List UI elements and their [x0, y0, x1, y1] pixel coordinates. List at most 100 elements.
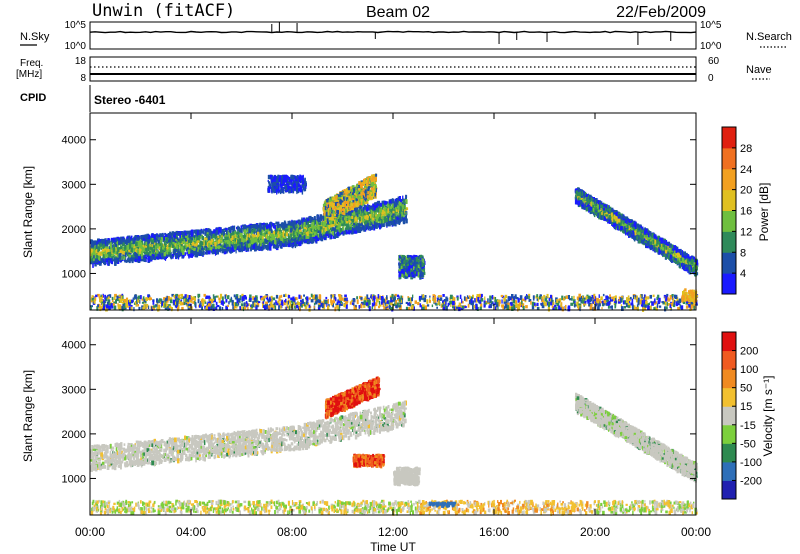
- nave-label: Nave: [746, 64, 772, 76]
- heatmap-cell: [360, 208, 362, 212]
- heatmap-cell: [228, 247, 230, 251]
- heatmap-cell: [404, 204, 406, 209]
- heatmap-cell: [337, 231, 339, 237]
- heatmap-cell: [118, 254, 121, 260]
- heatmap-cell: [115, 245, 117, 250]
- heatmap-cell: [289, 239, 292, 242]
- heatmap-cell: [338, 227, 341, 232]
- heatmap-cell: [193, 250, 196, 255]
- heatmap-cell: [358, 213, 361, 217]
- heatmap-cell: [176, 237, 179, 241]
- heatmap-cell: [359, 182, 363, 188]
- heatmap-cell: [241, 237, 243, 242]
- heatmap-cell: [125, 250, 128, 255]
- heatmap-cell: [394, 219, 398, 224]
- heatmap-cell: [143, 243, 147, 246]
- heatmap-cell: [135, 248, 138, 251]
- heatmap-cell: [400, 211, 403, 216]
- heatmap-cell: [353, 226, 357, 231]
- heatmap-cell: [260, 245, 263, 249]
- heatmap-cell: [288, 240, 291, 243]
- heatmap-cell: [401, 202, 404, 206]
- heatmap-cell: [341, 220, 344, 224]
- heatmap-cell: [170, 240, 173, 245]
- heatmap-cell: [291, 219, 293, 223]
- heatmap-cell: [137, 256, 141, 261]
- heatmap-cell: [402, 204, 404, 209]
- heatmap-cell: [119, 247, 121, 252]
- heatmap-cell: [110, 258, 112, 263]
- heatmap-cell: [301, 232, 303, 235]
- heatmap-cell: [243, 235, 246, 240]
- heatmap-cell: [208, 241, 211, 244]
- heatmap-cell: [360, 190, 363, 195]
- heatmap-cell: [164, 241, 166, 246]
- heatmap-cell: [204, 228, 207, 232]
- heatmap-cell: [227, 244, 229, 248]
- heatmap-cell: [233, 244, 237, 249]
- heatmap-cell: [134, 251, 137, 256]
- heatmap-cell: [116, 240, 118, 245]
- heatmap-cell: [399, 216, 401, 220]
- heatmap-cell: [97, 251, 101, 256]
- heatmap-cell: [400, 201, 402, 204]
- heatmap-cell: [206, 242, 209, 248]
- heatmap-cell: [317, 230, 320, 233]
- heatmap-cell: [202, 251, 205, 255]
- heatmap-cell: [391, 199, 395, 203]
- heatmap-cell: [182, 250, 185, 255]
- heatmap-cell: [264, 238, 267, 242]
- heatmap-cell: [198, 244, 201, 250]
- heatmap-cell: [368, 179, 371, 185]
- heatmap-cell: [201, 245, 203, 249]
- heatmap-cell: [143, 247, 145, 251]
- heatmap-cell: [156, 250, 158, 254]
- heatmap-cell: [348, 231, 350, 234]
- heatmap-cell: [229, 233, 233, 238]
- heatmap-cell: [181, 241, 183, 246]
- heatmap-cell: [378, 211, 380, 215]
- heatmap-cell: [336, 214, 339, 219]
- heatmap-cell: [310, 225, 314, 230]
- heatmap-cell: [304, 226, 307, 229]
- heatmap-cell: [266, 226, 269, 232]
- heatmap-cell: [279, 241, 283, 246]
- heatmap-cell: [342, 216, 344, 221]
- nave-tick-top: 60: [708, 56, 720, 67]
- heatmap-cell: [381, 205, 384, 210]
- heatmap-cell: [333, 216, 337, 219]
- heatmap-cell: [169, 231, 171, 235]
- heatmap-cell: [346, 223, 349, 229]
- heatmap-cell: [398, 206, 400, 211]
- heatmap-cell: [255, 247, 257, 251]
- heatmap-cell: [320, 226, 323, 230]
- heatmap-cell: [346, 197, 349, 202]
- heatmap-cell: [132, 239, 135, 244]
- heatmap-cell: [319, 237, 322, 240]
- heatmap-cell: [307, 224, 310, 230]
- heatmap-cell: [217, 236, 220, 239]
- heatmap-cell: [213, 246, 216, 249]
- heatmap-cell: [349, 205, 351, 209]
- heatmap-cell: [137, 235, 139, 238]
- heatmap-cell: [362, 217, 364, 223]
- heatmap-cell: [370, 217, 373, 222]
- heatmap-cell: [151, 249, 154, 253]
- heatmap-cell: [109, 245, 111, 250]
- heatmap-cell: [160, 237, 163, 240]
- heatmap-cell: [335, 199, 339, 203]
- heatmap-cell: [231, 246, 234, 252]
- heatmap-cell: [327, 228, 330, 234]
- heatmap-cell: [217, 248, 220, 252]
- heatmap-cell: [93, 256, 95, 259]
- heatmap-cell: [282, 230, 285, 235]
- heatmap-cell: [158, 246, 161, 250]
- heatmap-cell: [254, 243, 258, 248]
- heatmap-cell: [111, 251, 115, 256]
- heatmap-cell: [180, 244, 183, 247]
- heatmap-cell: [177, 238, 181, 243]
- heatmap-cell: [150, 254, 152, 258]
- heatmap-cell: [250, 239, 254, 244]
- heatmap-cell: [379, 203, 382, 207]
- heatmap-cell: [322, 232, 325, 236]
